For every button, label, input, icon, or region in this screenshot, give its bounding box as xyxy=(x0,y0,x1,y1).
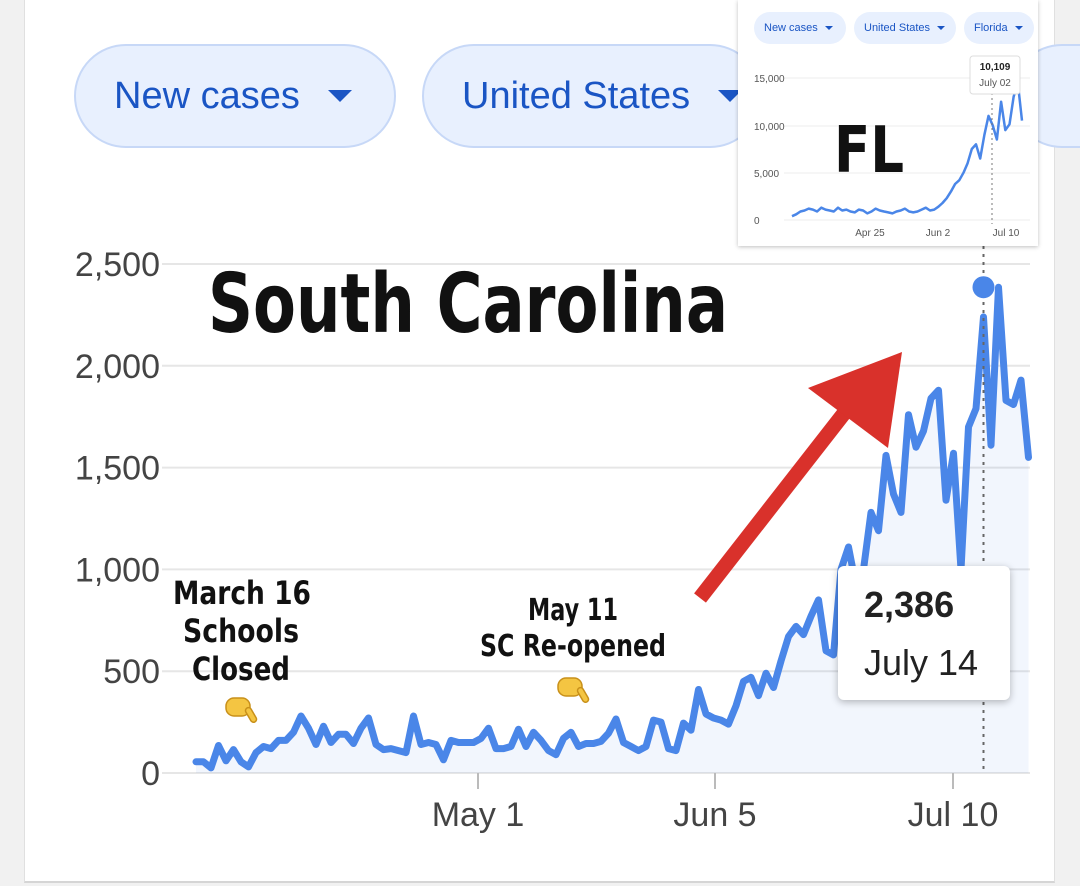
inset-xtick: Apr 25 xyxy=(855,228,885,239)
inset-state-label: FL xyxy=(834,114,904,188)
x-tick-label: May 1 xyxy=(432,796,525,834)
chevron-down-icon xyxy=(327,90,352,102)
x-tick-label: Jun 5 xyxy=(673,796,756,834)
inset-ytick: 0 xyxy=(754,216,760,227)
tooltip-value: 2,386 xyxy=(864,584,955,625)
annotation-closed-line2: Schools xyxy=(183,612,299,650)
inset-tooltip xyxy=(969,55,1021,95)
inset-metric-chip: New cases xyxy=(754,12,846,44)
inset-ytick: 10,000 xyxy=(754,122,785,133)
pointing-hand-icon xyxy=(225,697,258,724)
chevron-down-icon xyxy=(937,26,946,30)
inset-series-line xyxy=(791,81,1024,218)
series-line xyxy=(192,283,1032,772)
inset-tooltip-date: July 02 xyxy=(979,78,1011,89)
inset-xtick: Jul 10 xyxy=(993,228,1020,239)
metric-dropdown-label: New cases xyxy=(114,74,300,117)
country-dropdown[interactable]: United States xyxy=(422,44,762,148)
metric-dropdown[interactable]: New cases xyxy=(74,44,396,148)
y-tick-label: 0 xyxy=(141,755,160,793)
y-tick-label: 1,000 xyxy=(75,551,160,589)
y-tick-label: 500 xyxy=(103,653,160,691)
annotation-closed-line1: March 16 xyxy=(173,574,311,612)
inset-state-chip: Florida xyxy=(964,12,1034,44)
highlight-point[interactable] xyxy=(972,276,995,299)
inset-plot: 15,000 10,000 5,000 0 Apr 25 Jun 2 Jul 1… xyxy=(754,55,1030,239)
inset-country-chip: United States xyxy=(854,12,956,44)
trend-arrow xyxy=(694,352,902,603)
pointing-hand-icon xyxy=(557,677,590,704)
inset-ytick: 5,000 xyxy=(754,169,779,180)
y-tick-label: 1,500 xyxy=(75,450,160,488)
annotation-closed-line3: Closed xyxy=(192,650,290,688)
chevron-down-icon xyxy=(1014,26,1023,30)
chevron-down-icon xyxy=(824,26,833,30)
x-tick-label: Jul 10 xyxy=(908,796,999,834)
inset-tooltip-value: 10,109 xyxy=(980,62,1011,73)
chart-title: South Carolina xyxy=(208,257,728,352)
series-area xyxy=(196,287,1029,773)
florida-inset-chart: New cases United States Florida 15,000 1… xyxy=(738,0,1038,246)
y-tick-label: 2,500 xyxy=(75,246,160,284)
value-tooltip: 2,386 July 14 xyxy=(838,566,1010,700)
country-dropdown-label: United States xyxy=(462,74,691,117)
annotation-reopen-line2: SC Re-opened xyxy=(480,629,666,664)
inset-ytick: 15,000 xyxy=(754,74,785,85)
y-tick-label: 2,000 xyxy=(75,348,160,386)
annotation-reopen-line1: May 11 xyxy=(528,593,618,628)
chevron-down-icon xyxy=(718,90,743,102)
tooltip-date: July 14 xyxy=(864,642,979,683)
inset-xtick: Jun 2 xyxy=(926,228,951,239)
